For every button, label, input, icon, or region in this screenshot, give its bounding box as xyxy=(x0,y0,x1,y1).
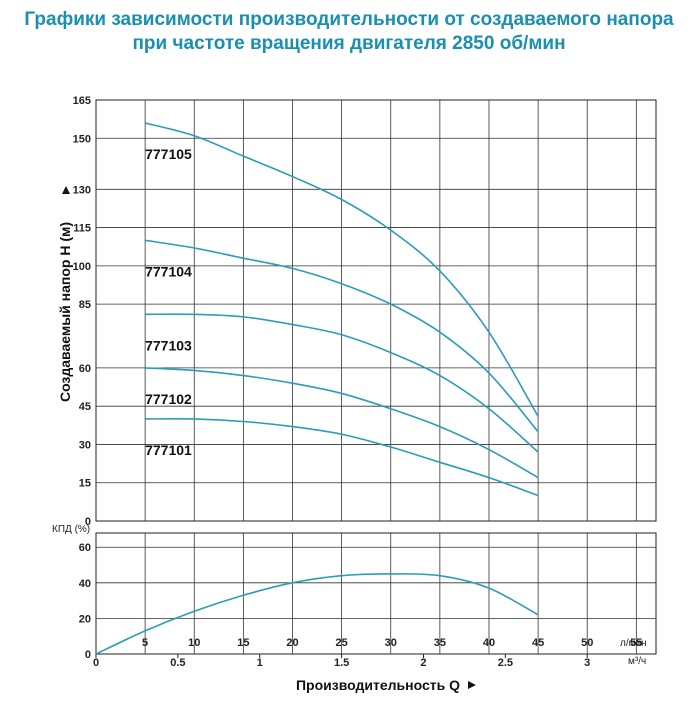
y-axis-arrow-icon xyxy=(62,186,70,194)
x-unit-m3h: м³/ч xyxy=(628,656,646,667)
head-curve-777103 xyxy=(145,313,539,453)
curve-label-777103: 777103 xyxy=(145,337,192,353)
x-tick-label-m3h: 3 xyxy=(584,657,590,669)
x-tick-label-m3h: 1 xyxy=(257,657,263,669)
chart-title: Графики зависимости производительности о… xyxy=(0,8,698,56)
x-tick-label-lmin: 40 xyxy=(483,637,495,649)
efficiency-y-tick-label: 60 xyxy=(79,542,91,554)
x-tick-label-lmin: 20 xyxy=(286,637,298,649)
x-tick-label-m3h: 2 xyxy=(420,657,426,669)
x-tick-label-m3h: 0.5 xyxy=(170,657,185,669)
x-ticks-m3h: 0 0.5 1 1.5 2 2.5 3 xyxy=(93,654,590,669)
chart-title-line-1: Графики зависимости производительности о… xyxy=(24,9,674,30)
head-curves xyxy=(144,122,539,497)
curve-label-777102: 777102 xyxy=(145,391,192,407)
efficiency-curve-0 xyxy=(95,573,539,655)
efficiency-y-tick-label: 0 xyxy=(85,649,91,661)
y-axis-label: Создаваемый напор H (м) xyxy=(57,222,73,402)
x-tick-label-lmin: 55 xyxy=(630,637,642,649)
head-curve-777105 xyxy=(144,122,539,417)
x-tick-label-m3h: 2.5 xyxy=(498,657,513,669)
y-tick-label: 165 xyxy=(73,95,91,107)
efficiency-curves xyxy=(95,573,539,655)
curve-label-777105: 777105 xyxy=(145,146,192,162)
efficiency-plot-area xyxy=(95,532,657,655)
x-unit-lmin: л/мин xyxy=(620,638,647,649)
x-tick-label-m3h: 1.5 xyxy=(334,657,349,669)
y-tick-label: 15 xyxy=(79,478,91,490)
efficiency-y-ticks: 0 20 40 60 xyxy=(79,542,91,661)
head-plot-area xyxy=(95,99,657,522)
x-tick-label-lmin: 30 xyxy=(385,637,397,649)
x-tick-label-lmin: 25 xyxy=(335,637,347,649)
efficiency-y-tick-label: 20 xyxy=(79,613,91,625)
y-tick-label: 45 xyxy=(79,401,91,413)
curve-label-777101: 777101 xyxy=(145,442,192,458)
x-tick-label-lmin: 10 xyxy=(188,637,200,649)
head-grid xyxy=(96,100,656,521)
y-tick-label: 85 xyxy=(79,299,91,311)
efficiency-y-tick-label: 40 xyxy=(79,578,91,590)
y-tick-label: 60 xyxy=(79,363,91,375)
x-tick-label-lmin: 50 xyxy=(581,637,593,649)
y-tick-label: 130 xyxy=(73,184,91,196)
y-tick-label: 115 xyxy=(73,223,91,235)
x-tick-label-lmin: 35 xyxy=(434,637,446,649)
head-curve-777104 xyxy=(144,239,539,433)
efficiency-y-label: КПД (%) xyxy=(52,524,90,535)
head-curve-777102 xyxy=(145,367,539,479)
x-tick-label-m3h: 0 xyxy=(93,657,99,669)
head-y-ticks: 0 15 30 45 60 85 100 115 130 150 165 xyxy=(73,95,91,528)
y-tick-label: 30 xyxy=(79,439,91,451)
head-curve-777101 xyxy=(145,417,539,497)
efficiency-grid xyxy=(96,533,656,654)
x-axis-arrow-icon xyxy=(468,681,476,689)
y-tick-label: 100 xyxy=(73,261,91,273)
x-ticks-lmin: 5 10 15 20 25 30 35 40 45 50 55 xyxy=(142,637,642,649)
y-tick-label: 0 xyxy=(85,516,91,528)
chart-title-line-2: при частоте вращения двигателя 2850 об/м… xyxy=(132,33,566,54)
x-axis-label: Производительность Q xyxy=(296,677,460,693)
x-tick-label-lmin: 5 xyxy=(142,637,148,649)
y-tick-label: 150 xyxy=(73,133,91,145)
x-tick-label-lmin: 45 xyxy=(532,637,544,649)
x-tick-label-lmin: 15 xyxy=(237,637,249,649)
head-curve-labels: 777105 777104 777103 777102 777101 xyxy=(145,146,192,458)
curve-label-777104: 777104 xyxy=(145,263,192,279)
